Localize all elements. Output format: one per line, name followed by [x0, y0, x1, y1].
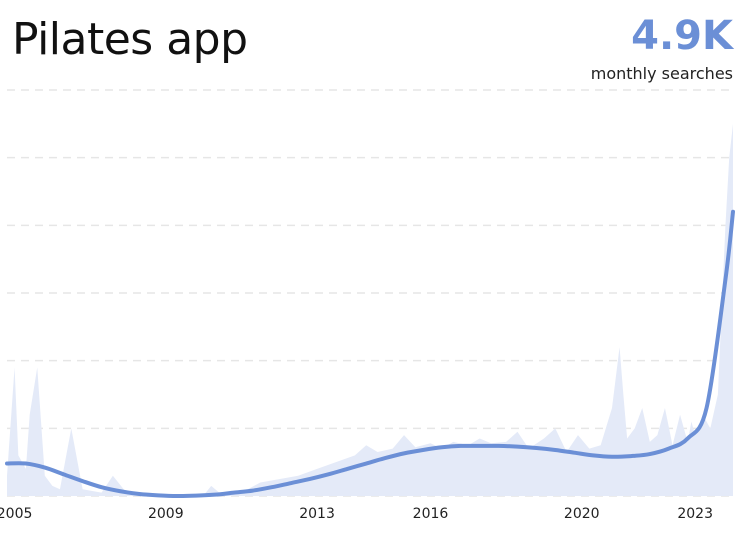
x-tick-label: 2020	[564, 506, 600, 522]
x-tick-label: 2009	[148, 506, 184, 522]
search-volume-area	[7, 123, 733, 496]
monthly-volume-area	[7, 123, 733, 496]
x-tick-label: 2023	[677, 506, 713, 522]
metric-summary: 4.9K monthly searches	[591, 16, 733, 83]
x-tick-label: 2013	[299, 506, 335, 522]
metric-value: 4.9K	[631, 13, 733, 59]
x-tick-label: 2016	[413, 506, 449, 522]
trend-line	[5, 209, 735, 499]
trend-line-layer	[5, 209, 735, 499]
x-axis: 2005 2009 2013 2016 2020 2023	[0, 506, 713, 522]
page-title: Pilates app	[12, 14, 248, 65]
metric-label: monthly searches	[590, 64, 733, 83]
x-tick-label: 2005	[0, 506, 32, 522]
